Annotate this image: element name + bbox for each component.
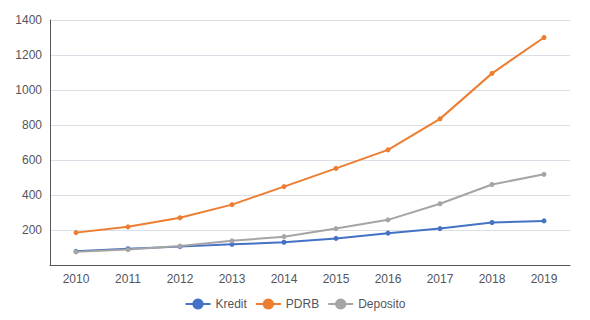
svg-text:Deposito: Deposito bbox=[358, 297, 406, 311]
svg-text:1200: 1200 bbox=[15, 48, 42, 62]
svg-text:Kredit: Kredit bbox=[215, 297, 247, 311]
svg-text:2016: 2016 bbox=[375, 272, 402, 286]
svg-text:400: 400 bbox=[22, 188, 42, 202]
svg-text:PDRB: PDRB bbox=[286, 297, 319, 311]
svg-text:2010: 2010 bbox=[63, 272, 90, 286]
svg-text:2014: 2014 bbox=[271, 272, 298, 286]
svg-text:2018: 2018 bbox=[479, 272, 506, 286]
svg-text:2011: 2011 bbox=[115, 272, 141, 286]
svg-text:1400: 1400 bbox=[15, 13, 42, 27]
svg-text:2013: 2013 bbox=[219, 272, 246, 286]
svg-text:2019: 2019 bbox=[531, 272, 558, 286]
svg-text:800: 800 bbox=[22, 118, 42, 132]
svg-text:2017: 2017 bbox=[427, 272, 454, 286]
svg-text:1000: 1000 bbox=[15, 83, 42, 97]
svg-text:2015: 2015 bbox=[323, 272, 350, 286]
svg-text:200: 200 bbox=[22, 223, 42, 237]
svg-text:2012: 2012 bbox=[167, 272, 194, 286]
svg-text:600: 600 bbox=[22, 153, 42, 167]
